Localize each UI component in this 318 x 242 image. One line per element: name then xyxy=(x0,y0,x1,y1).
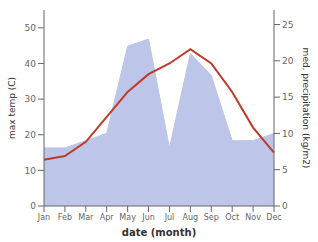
svg-text:20: 20 xyxy=(25,130,37,140)
svg-text:May: May xyxy=(119,213,136,222)
svg-text:0: 0 xyxy=(282,201,288,211)
svg-text:Oct: Oct xyxy=(225,213,239,222)
svg-text:20: 20 xyxy=(282,56,294,66)
svg-text:50: 50 xyxy=(25,23,37,33)
svg-text:Mar: Mar xyxy=(78,213,94,222)
svg-text:Jul: Jul xyxy=(164,213,175,222)
svg-text:Feb: Feb xyxy=(58,213,72,222)
svg-text:40: 40 xyxy=(25,59,37,69)
svg-text:med. precipitation (kg/m2): med. precipitation (kg/m2) xyxy=(301,48,310,169)
svg-text:Nov: Nov xyxy=(245,213,261,222)
svg-text:Dec: Dec xyxy=(266,213,281,222)
svg-text:25: 25 xyxy=(282,20,293,30)
svg-text:Sep: Sep xyxy=(204,213,219,222)
svg-text:Apr: Apr xyxy=(100,213,115,222)
svg-text:Jan: Jan xyxy=(37,213,50,222)
svg-text:10: 10 xyxy=(282,129,294,139)
svg-text:Aug: Aug xyxy=(183,213,199,222)
svg-text:date (month): date (month) xyxy=(122,227,196,238)
svg-text:10: 10 xyxy=(25,166,37,176)
svg-text:max temp (C): max temp (C) xyxy=(8,77,17,139)
svg-text:Jun: Jun xyxy=(141,213,155,222)
svg-text:15: 15 xyxy=(282,92,293,102)
svg-text:5: 5 xyxy=(282,165,288,175)
svg-text:0: 0 xyxy=(30,201,36,211)
svg-text:30: 30 xyxy=(25,94,37,104)
